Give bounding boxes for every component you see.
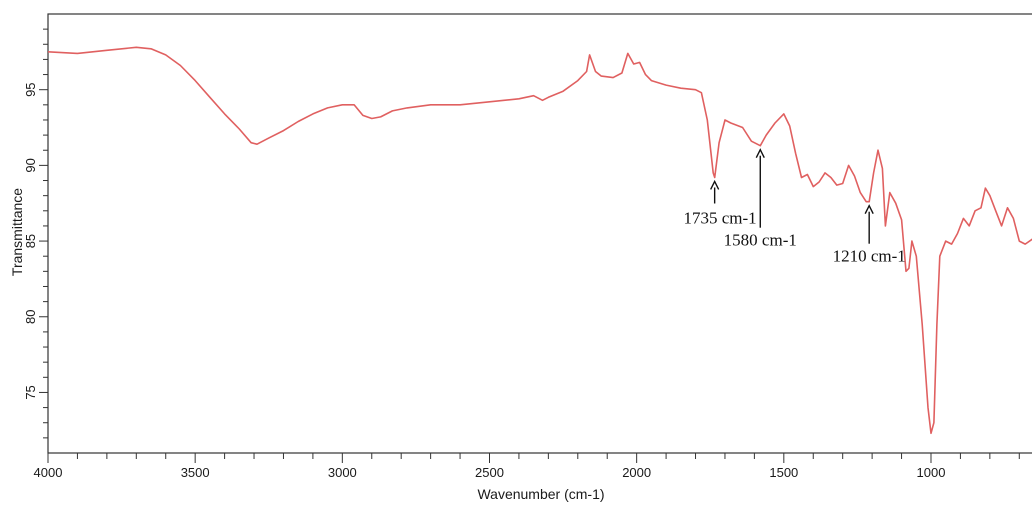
spectrum-series-line: [47, 46, 1032, 435]
plot-frame: [47, 13, 1032, 454]
x-axis-title: Wavenumber (cm-1): [477, 486, 604, 502]
x-tick-label: 4000: [34, 465, 63, 480]
x-tick-label: 2000: [622, 465, 651, 480]
peak-annotation: 1210 cm-1: [833, 204, 906, 266]
peak-annotations: 1735 cm-1 1580 cm-1 1210 cm-1: [683, 148, 906, 266]
peak-annotation: 1580 cm-1: [724, 148, 797, 250]
annotation-arrow-head: [864, 204, 874, 215]
y-tick-label: 75: [23, 385, 38, 399]
y-tick-label: 80: [23, 310, 38, 324]
x-axis: 4000 3500 3000 2500 2000 1500 1000: [34, 453, 1020, 480]
x-tick-label: 2500: [475, 465, 504, 480]
x-tick-label: 1000: [917, 465, 946, 480]
x-tick-label: 3500: [181, 465, 210, 480]
y-tick-label: 90: [23, 158, 38, 172]
x-tick-label: 1500: [769, 465, 798, 480]
x-tick-label: 3000: [328, 465, 357, 480]
y-axis-title: Transmittance: [9, 188, 25, 276]
annotation-label: 1580 cm-1: [724, 231, 797, 250]
y-tick-label: 95: [23, 82, 38, 96]
annotation-arrow-head: [710, 179, 720, 190]
y-axis: 75 80 85 90 95: [23, 28, 48, 439]
y-tick-label: 85: [23, 234, 38, 248]
peak-annotation: 1735 cm-1: [683, 179, 757, 227]
annotation-label: 1735 cm-1: [683, 208, 756, 227]
annotation-arrow-head: [755, 148, 765, 159]
annotation-label: 1210 cm-1: [833, 247, 906, 266]
